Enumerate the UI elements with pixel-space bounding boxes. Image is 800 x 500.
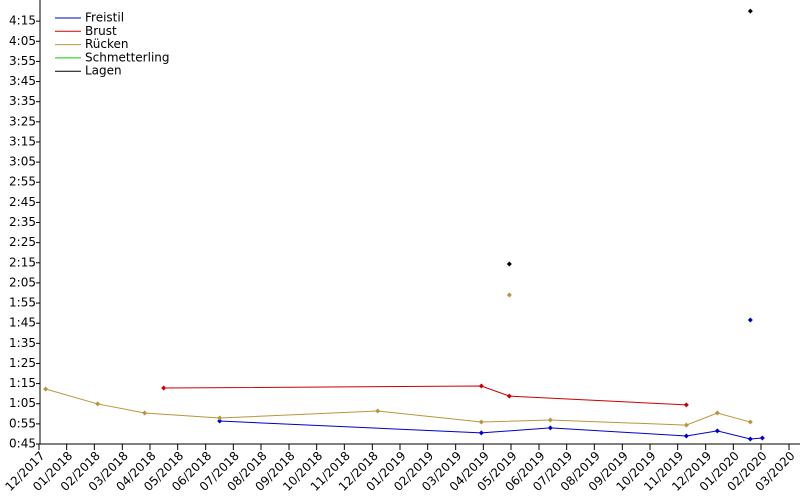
legend-label: Rücken [85,37,129,51]
y-tick-label: 1:05 [9,396,36,410]
marker [547,417,553,423]
marker [759,435,765,441]
y-tick-label: 2:25 [9,235,36,249]
legend-label: Lagen [85,64,122,78]
y-tick-label: 2:05 [9,275,36,289]
y-tick-label: 3:35 [9,94,36,108]
y-tick-label: 3:25 [9,114,36,128]
y-tick-label: 3:15 [9,134,36,148]
marker [747,436,753,442]
marker [142,410,148,416]
marker [43,386,49,392]
y-tick-label: 4:05 [9,34,36,48]
series-line [163,385,687,406]
marker [161,385,167,391]
marker [95,401,101,407]
y-tick-label: 0:55 [9,416,36,430]
marker [506,292,512,298]
legend-label: Brust [85,24,117,38]
marker [478,419,484,425]
y-tick-label: 1:25 [9,356,36,370]
marker [683,422,689,428]
marker [217,415,223,421]
y-tick-label: 3:55 [9,54,36,68]
series-line [220,320,763,439]
marker [478,430,484,436]
y-tick-label: 2:15 [9,255,36,269]
marker [506,393,512,399]
legend-label: Freistil [85,11,124,25]
marker [506,261,512,267]
y-tick-label: 1:45 [9,316,36,330]
y-tick-label: 2:35 [9,215,36,229]
marker [683,402,689,408]
y-tick-label: 1:15 [9,376,36,390]
marker [375,408,381,414]
marker [747,419,753,425]
y-tick-label: 1:35 [9,336,36,350]
marker [217,418,223,424]
legend-label: Schmetterling [85,50,170,64]
series-line [46,295,751,425]
marker [714,410,720,416]
marker [478,383,484,389]
y-tick-label: 4:15 [9,14,36,28]
y-tick-label: 0:45 [9,437,36,451]
marker [747,317,753,323]
marker [547,425,553,431]
y-tick-label: 3:05 [9,155,36,169]
y-tick-label: 1:55 [9,296,36,310]
y-tick-label: 3:45 [9,74,36,88]
marker [683,433,689,439]
marker [714,428,720,434]
y-tick-label: 2:55 [9,175,36,189]
y-tick-label: 2:45 [9,195,36,209]
marker [747,8,753,14]
